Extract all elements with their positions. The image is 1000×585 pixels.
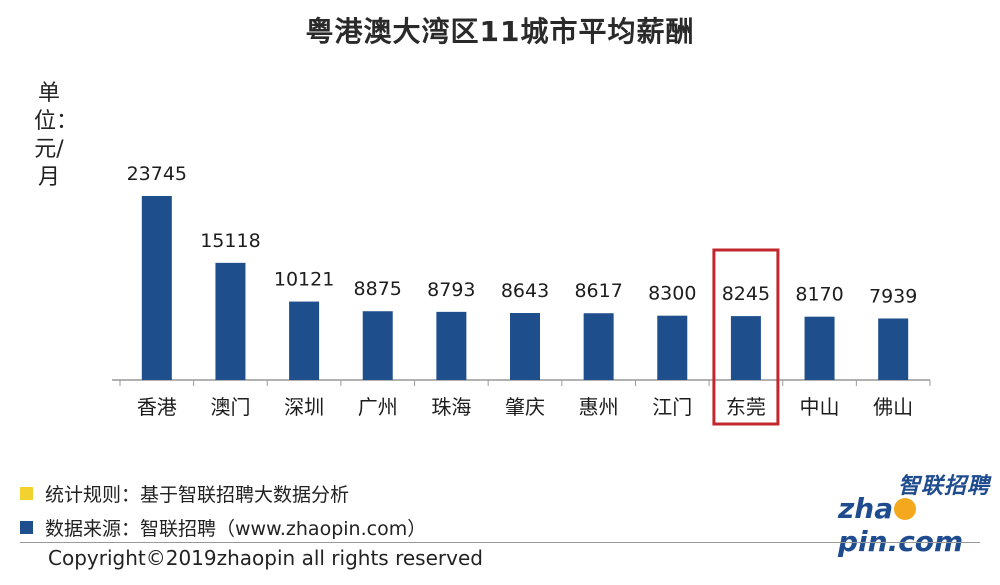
legend-source-text: 数据来源：智联招聘（www.zhaopin.com）	[45, 517, 427, 540]
zhaopin-logo: 智联招聘 zhapin.com	[838, 462, 998, 558]
category-label: 中山	[800, 395, 840, 419]
bar-value-label: 8170	[795, 284, 843, 306]
category-label: 澳门	[210, 395, 250, 419]
bar-6	[583, 313, 614, 380]
legend-swatch-rule	[20, 486, 33, 500]
bar-value-label: 8875	[354, 278, 402, 300]
bar-value-label: 8617	[574, 280, 622, 302]
footer-divider	[20, 542, 980, 543]
category-label: 珠海	[431, 395, 471, 419]
bar-2	[289, 301, 320, 380]
bar-10	[878, 318, 909, 380]
bar-1	[215, 262, 246, 380]
bar-value-label: 8300	[648, 283, 696, 305]
logo-cn-text: 智联招聘	[898, 474, 991, 499]
category-label: 深圳	[284, 395, 324, 419]
bar-value-label: 8793	[427, 279, 475, 301]
category-label: 惠州	[579, 395, 619, 419]
legend-swatch-source	[20, 520, 33, 534]
legend-item-source: 数据来源：智联招聘（www.zhaopin.com）	[20, 510, 426, 544]
legend: 统计规则：基于智联招聘大数据分析 数据来源：智联招聘（www.zhaopin.c…	[20, 476, 426, 544]
bar-value-label: 15118	[200, 230, 260, 252]
bar-value-label: 8245	[722, 283, 770, 305]
category-label: 佛山	[873, 395, 913, 419]
category-label: 东莞	[726, 395, 766, 419]
bar-5	[510, 313, 540, 380]
copyright-text: Copyright©2019zhaopin all rights reserve…	[48, 546, 483, 570]
bar-0	[141, 196, 172, 380]
legend-item-rule: 统计规则：基于智联招聘大数据分析	[20, 476, 426, 510]
logo-en-prefix: zha	[838, 492, 894, 525]
category-label: 广州	[358, 395, 398, 419]
legend-rule-text: 统计规则：基于智联招聘大数据分析	[45, 483, 350, 506]
bar-value-label: 8643	[501, 280, 549, 302]
bar-value-label: 7939	[869, 285, 917, 307]
bar-3	[362, 311, 393, 380]
bar-7	[657, 315, 688, 380]
bar-4	[436, 311, 467, 380]
chart-title: 粤港澳大湾区11城市平均薪酬	[305, 15, 695, 48]
logo-en-text: zhapin.com	[838, 492, 998, 558]
logo-en-suffix: pin.com	[838, 525, 964, 558]
logo-circle-icon	[894, 498, 917, 520]
bar-9	[804, 316, 835, 380]
category-label: 肇庆	[505, 395, 545, 419]
bar-value-label: 23745	[127, 163, 187, 185]
bar-chart: 23745 香港 15118 澳门 10121 深圳 8875 广州 8793 珠海 8643 肇庆 8…	[112, 163, 931, 426]
bar-value-label: 10121	[274, 269, 334, 291]
category-label: 香港	[137, 395, 177, 419]
bar-8	[730, 316, 761, 380]
highlight-box	[712, 248, 780, 426]
unit-label: 单位：元/月	[34, 81, 79, 190]
category-label: 江门	[652, 395, 692, 419]
